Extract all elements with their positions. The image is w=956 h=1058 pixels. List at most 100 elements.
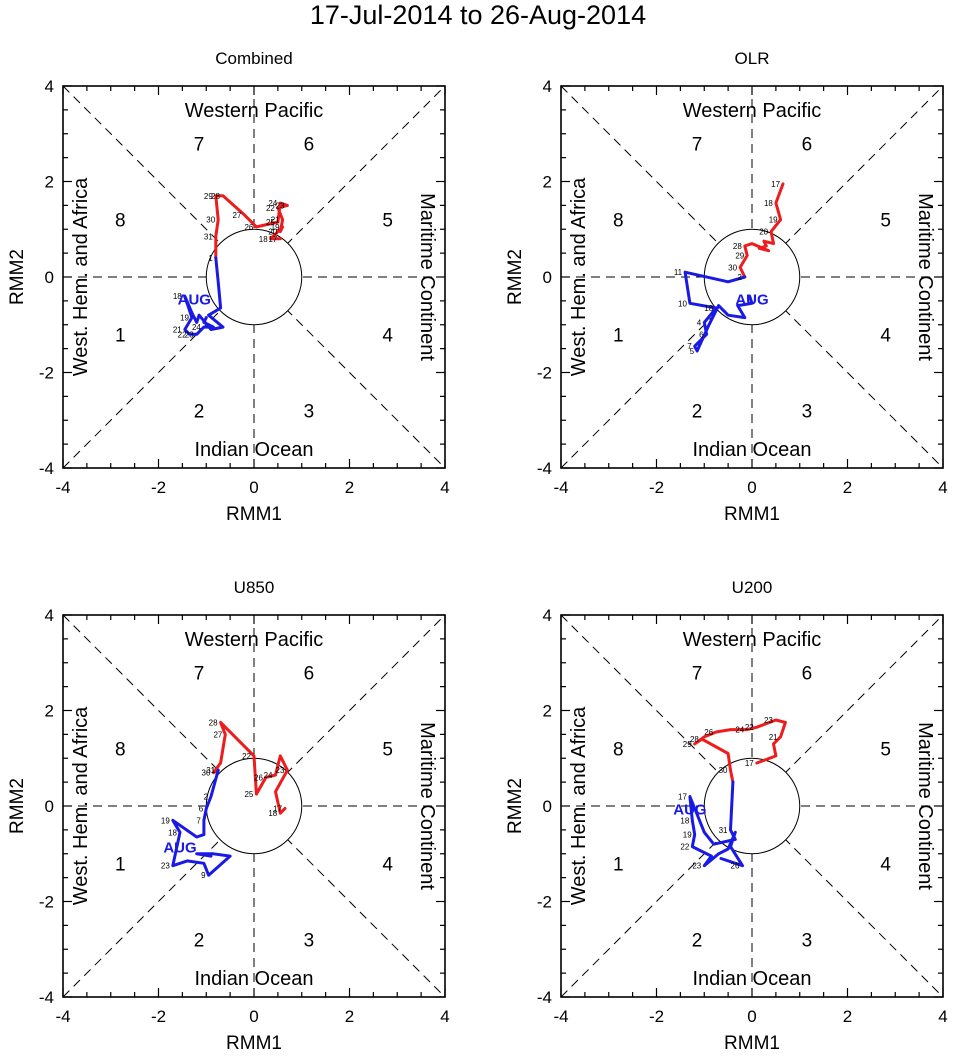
x-axis-label: RMM1 (226, 1033, 282, 1054)
unit-circle (205, 228, 303, 326)
x-tick-label: 2 (345, 1007, 354, 1026)
phase-number-3: 3 (802, 931, 813, 952)
day-label: 18 (168, 828, 177, 837)
region-label-top: Western Pacific (185, 100, 324, 122)
phase-number-1: 1 (115, 854, 126, 875)
day-label: 26 (244, 223, 253, 232)
x-tick-label: -4 (55, 1007, 70, 1026)
day-label: 28 (690, 735, 699, 744)
y-tick-label: -4 (39, 459, 54, 478)
phase-number-6: 6 (304, 663, 315, 684)
phase-number-7: 7 (194, 663, 205, 684)
y-tick-label: -4 (537, 459, 552, 478)
phase-number-6: 6 (802, 663, 813, 684)
y-tick-label: -2 (537, 364, 552, 383)
y-tick-label: -2 (39, 893, 54, 912)
region-label-bottom: Indian Ocean (195, 968, 314, 990)
day-label: 19 (769, 216, 778, 225)
phase-number-5: 5 (880, 740, 891, 761)
month-label-aug: AUG (178, 291, 211, 308)
day-label: 22 (266, 204, 275, 213)
x-tick-label: 0 (249, 1007, 258, 1026)
month-label-aug: AUG (735, 291, 768, 308)
trajectory-jul (214, 194, 289, 260)
region-label-right: Maritime Continent (914, 193, 936, 361)
day-label: 1 (211, 766, 216, 775)
panel-title: U200 (732, 578, 773, 597)
phase-number-2: 2 (194, 931, 205, 952)
x-tick-label: -4 (553, 1007, 568, 1026)
region-label-right: Maritime Continent (416, 722, 438, 890)
phase-number-5: 5 (382, 211, 393, 232)
x-tick-label: 0 (747, 478, 756, 497)
day-label: 27 (233, 211, 242, 220)
day-label: 30 (202, 769, 211, 778)
day-label: 23 (276, 201, 285, 210)
day-label: 24 (192, 323, 201, 332)
day-label: 27 (213, 730, 222, 739)
day-label: 31 (204, 232, 213, 241)
phase-number-4: 4 (880, 325, 891, 346)
day-label: 10 (678, 299, 687, 308)
y-tick-label: 2 (45, 702, 54, 721)
day-label: 28 (211, 192, 220, 201)
panel-title: Combined (215, 49, 293, 68)
day-label: 23 (276, 766, 285, 775)
phase-number-2: 2 (692, 931, 703, 952)
x-tick-label: 0 (747, 1007, 756, 1026)
day-label: 2 (737, 273, 742, 282)
panel-olr: OLR -4 -2 0 2 4 -4 -2 0 2 4 RMM1 RMM2 Western Pacific… (505, 49, 948, 525)
day-label: 11 (674, 268, 683, 277)
trajectory-aug (183, 256, 225, 336)
y-axis-label: RMM2 (7, 249, 28, 305)
day-label: 18 (173, 292, 182, 301)
day-label: 18 (680, 816, 689, 825)
x-tick-label: 0 (249, 478, 258, 497)
trajectory-jul (211, 720, 289, 815)
day-label: 21 (769, 733, 778, 742)
y-tick-label: 4 (543, 77, 552, 96)
phase-number-2: 2 (692, 402, 703, 423)
day-label: 31 (206, 766, 215, 775)
day-label: 18 (268, 809, 277, 818)
region-label-left: West. Hem. and Africa (568, 177, 590, 376)
day-label: 23 (764, 716, 773, 725)
x-axis-label: RMM1 (226, 504, 282, 525)
x-tick-label: 2 (843, 478, 852, 497)
y-tick-label: 2 (543, 702, 552, 721)
day-label: 6 (199, 804, 204, 813)
region-label-top: Western Pacific (185, 629, 324, 651)
day-label: 22 (680, 843, 689, 852)
month-label-aug: AUG (163, 840, 196, 857)
phase-number-3: 3 (802, 402, 813, 423)
phase-number-5: 5 (880, 211, 891, 232)
y-axis-label: RMM2 (505, 249, 526, 305)
day-label: 17 (268, 235, 277, 244)
day-label: 19 (683, 831, 692, 840)
day-label: 17 (678, 792, 687, 801)
day-label: 24 (264, 771, 273, 780)
trajectory-aug (683, 270, 754, 353)
day-label: 29 (204, 192, 213, 201)
region-label-left: West. Hem. and Africa (70, 177, 92, 376)
day-label: 2 (204, 792, 209, 801)
day-label: 26 (704, 728, 713, 737)
y-tick-label: -2 (39, 364, 54, 383)
phase-number-8: 8 (115, 740, 126, 761)
day-label: 20 (268, 228, 277, 237)
y-tick-label: 0 (45, 797, 54, 816)
phase-number-6: 6 (802, 134, 813, 155)
x-tick-label: 2 (345, 478, 354, 497)
y-tick-label: -2 (537, 893, 552, 912)
day-label: 26 (731, 862, 740, 871)
panel-title: OLR (735, 49, 770, 68)
x-tick-label: 2 (843, 1007, 852, 1026)
day-label: 28 (209, 718, 218, 727)
day-label: 23 (185, 330, 194, 339)
trajectory-aug (688, 780, 744, 868)
x-tick-label: 4 (440, 1007, 449, 1026)
